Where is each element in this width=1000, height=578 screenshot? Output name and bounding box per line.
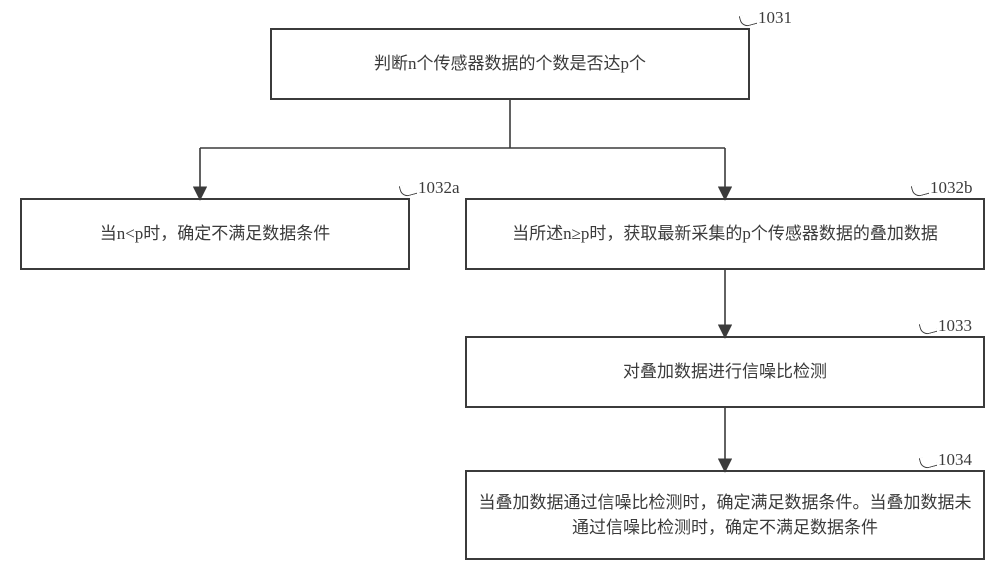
ref-tick-n1034 [919,454,938,470]
ref-tick-n1031 [739,12,758,28]
flow-node-n1032a: 当n<p时，确定不满足数据条件 [20,198,410,270]
flow-node-n1034: 当叠加数据通过信噪比检测时，确定满足数据条件。当叠加数据未通过信噪比检测时，确定… [465,470,985,560]
ref-label-n1032b: 1032b [930,178,973,198]
ref-label-n1033: 1033 [938,316,972,336]
ref-label-n1034: 1034 [938,450,972,470]
ref-tick-n1032b [911,182,930,198]
flow-node-n1032b: 当所述n≥p时，获取最新采集的p个传感器数据的叠加数据 [465,198,985,270]
ref-tick-n1032a [399,182,418,198]
flowchart-canvas: 判断n个传感器数据的个数是否达p个当n<p时，确定不满足数据条件当所述n≥p时，… [0,0,1000,578]
ref-label-n1031: 1031 [758,8,792,28]
flow-node-n1031: 判断n个传感器数据的个数是否达p个 [270,28,750,100]
flow-node-n1033: 对叠加数据进行信噪比检测 [465,336,985,408]
ref-tick-n1033 [919,320,938,336]
ref-label-n1032a: 1032a [418,178,460,198]
